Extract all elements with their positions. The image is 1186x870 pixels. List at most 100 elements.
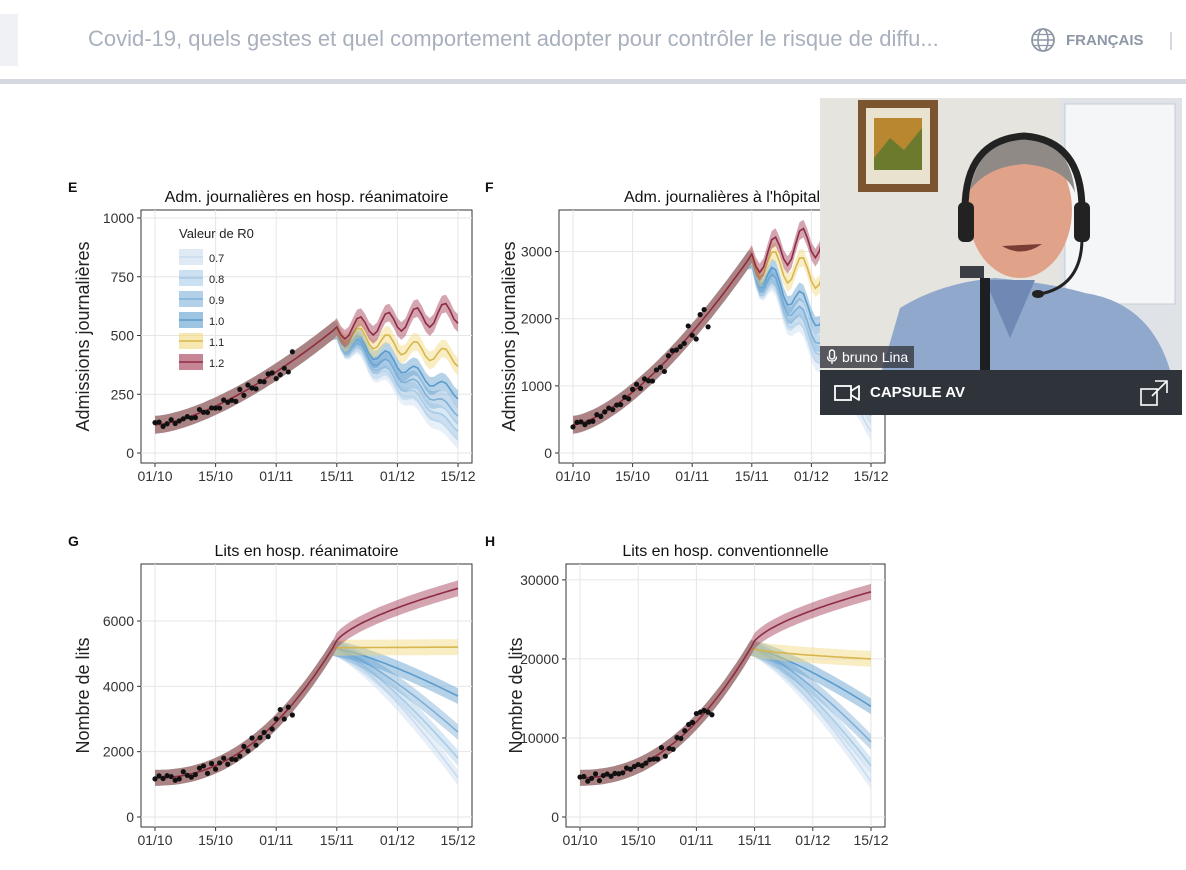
video-control-bar: CAPSULE AV	[820, 370, 1182, 415]
y-tick-label: 1000	[521, 378, 552, 394]
observed-point	[678, 735, 684, 742]
observed-point	[604, 771, 610, 777]
sidebar-toggle[interactable]	[0, 14, 18, 66]
x-tick-label: 01/11	[259, 468, 293, 484]
x-tick-label: 01/12	[380, 468, 415, 484]
y-tick-label: 2000	[521, 311, 552, 327]
expand-icon[interactable]	[1140, 380, 1168, 406]
panel-letter: H	[485, 533, 495, 549]
observed-point	[233, 398, 239, 404]
observed-point	[196, 406, 203, 413]
x-tick-label: 01/10	[562, 832, 597, 848]
observed-point	[697, 709, 703, 715]
y-tick-label: 2000	[103, 744, 134, 760]
series-band-0.7	[580, 640, 871, 790]
legend-label: 0.8	[209, 274, 224, 286]
observed-point	[281, 365, 287, 371]
observed-point	[289, 349, 295, 355]
observed-point	[701, 306, 707, 313]
observed-point	[641, 376, 648, 382]
observed-point	[229, 756, 235, 762]
speaker-video-feed	[820, 98, 1182, 370]
header-divider	[1170, 32, 1172, 50]
observed-point	[168, 417, 174, 423]
y-tick-label: 4000	[103, 678, 134, 694]
x-tick-label: 15/12	[440, 832, 475, 848]
observed-point	[213, 766, 219, 772]
observed-point	[245, 748, 251, 754]
speaker-video[interactable]: bruno Lina CAPSULE AV	[820, 98, 1182, 415]
observed-point	[225, 399, 231, 405]
observed-point	[614, 402, 620, 408]
observed-point	[265, 734, 271, 740]
observed-point	[574, 419, 580, 425]
x-tick-label: 15/11	[320, 832, 354, 848]
y-tick-label: 0	[551, 809, 559, 825]
observed-point	[570, 424, 576, 430]
y-tick-label: 3000	[521, 244, 552, 260]
observed-point	[645, 378, 652, 384]
observed-point	[681, 340, 687, 346]
x-tick-label: 01/11	[259, 832, 293, 848]
observed-point	[689, 719, 696, 726]
observed-point	[241, 392, 247, 398]
series-band-0.8	[155, 321, 458, 441]
observed-point	[658, 745, 665, 751]
x-tick-label: 15/12	[853, 468, 888, 484]
observed-point	[213, 405, 219, 411]
observed-point	[172, 420, 178, 427]
observed-point	[622, 394, 628, 400]
observed-point	[582, 422, 588, 428]
observed-point	[172, 777, 178, 783]
mic-icon	[826, 349, 838, 364]
observed-point	[184, 772, 190, 778]
observed-point	[281, 716, 287, 722]
x-tick-label: 15/11	[320, 468, 354, 484]
observed-point	[626, 396, 632, 402]
observed-point	[651, 756, 657, 762]
x-tick-label: 01/12	[380, 832, 415, 848]
observed-point	[647, 757, 653, 763]
observed-point	[257, 735, 263, 741]
x-tick-label: 15/12	[853, 832, 888, 848]
observed-point	[589, 775, 595, 781]
observed-point	[701, 707, 707, 714]
y-tick-label: 500	[111, 328, 135, 344]
observed-point	[221, 755, 227, 761]
observed-point	[273, 716, 279, 722]
y-tick-label: 750	[111, 269, 135, 285]
observed-point	[643, 760, 649, 766]
page-title: Covid-19, quels gestes et quel comportem…	[88, 26, 939, 51]
observed-point	[686, 721, 692, 728]
series-band-1.0	[580, 640, 871, 786]
observed-point	[673, 347, 679, 353]
observed-point	[697, 312, 703, 318]
observed-point	[590, 418, 596, 424]
observed-point	[164, 421, 170, 427]
observed-point	[592, 771, 599, 777]
observed-point	[269, 726, 275, 732]
observed-point	[630, 386, 636, 392]
observed-point	[705, 324, 711, 330]
observed-point	[156, 419, 162, 425]
language-label: FRANÇAIS	[1066, 31, 1144, 49]
observed-point	[204, 770, 211, 776]
globe-icon	[1031, 28, 1055, 52]
video-camera-icon[interactable]	[834, 384, 860, 402]
observed-point	[596, 777, 603, 784]
chart-title: Adm. journalières en hosp. réanimatoire	[165, 189, 449, 206]
observed-point	[602, 409, 608, 415]
x-tick-label: 01/10	[555, 468, 590, 484]
y-axis-label: Admissions journalières	[499, 241, 519, 431]
language-selector[interactable]: FRANÇAIS	[1030, 26, 1144, 54]
observed-point	[265, 371, 271, 377]
observed-point	[152, 420, 158, 426]
observed-point	[249, 385, 255, 391]
series-band-1.1	[155, 319, 458, 434]
legend-label: 0.9	[209, 295, 224, 307]
observed-point	[655, 756, 661, 762]
observed-point	[196, 765, 203, 771]
video-label: CAPSULE AV	[870, 384, 966, 401]
observed-point	[184, 414, 190, 420]
observed-point	[661, 368, 667, 375]
